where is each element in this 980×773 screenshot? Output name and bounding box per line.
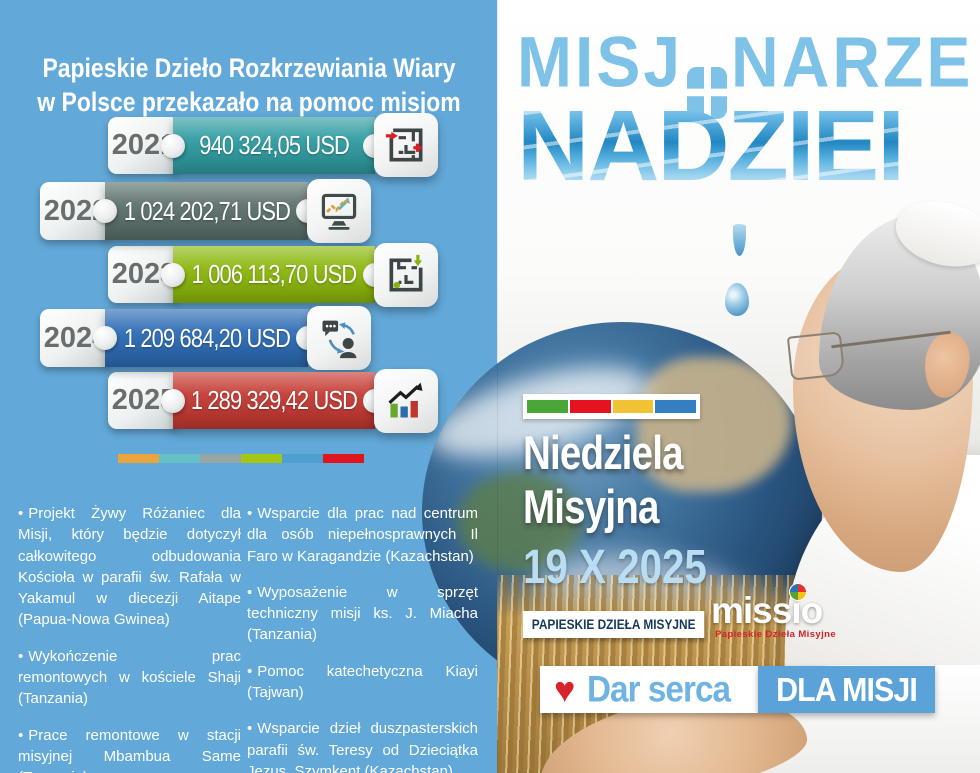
strip-segment	[118, 454, 159, 463]
right-panel: MISJ NARZE NADZIEI Niedziela Misyjna 19 X…	[422, 0, 980, 773]
donate-right-box: DLA MISJI	[758, 666, 935, 713]
icon-tile	[307, 306, 371, 370]
flag-segment	[655, 400, 696, 413]
fold-line	[497, 0, 498, 773]
bullet-icon: •	[247, 505, 253, 522]
maze-entry-icon	[385, 128, 423, 162]
project-item: • Wsparcie dzieł duszpasterskich parafii …	[247, 720, 478, 773]
color-strip	[118, 454, 364, 463]
strip-segment	[282, 454, 323, 463]
sunday-line2: Misyjna	[523, 479, 659, 533]
water-drop-icon	[725, 283, 749, 316]
bullet-icon: •	[247, 583, 253, 601]
date-text: 19 X 2025	[523, 541, 707, 594]
page-title: Papieskie Dzieło Rozkrzewiania Wiary w P…	[37, 52, 460, 120]
water-drip-icon	[733, 224, 746, 256]
icon-tile	[374, 369, 438, 433]
left-panel: Papieskie Dzieło Rozkrzewiania Wiary w P…	[0, 0, 497, 773]
strip-segment	[159, 454, 200, 463]
puzzle-knob-icon	[161, 388, 185, 413]
missio-logo: missio	[711, 583, 823, 629]
project-item: • Prace remontowe w stacji misyjnej Mbamb…	[18, 726, 241, 773]
globe-continent	[637, 357, 792, 492]
icon-tile	[374, 113, 438, 177]
project-item: • Pomoc katechetyczna Kiayi (Tajwan)	[247, 662, 478, 702]
value-label: 1 006 113,70 USD	[191, 259, 357, 289]
icon-tile	[307, 179, 371, 243]
puzzle-knob-icon	[93, 326, 117, 350]
main-title-nadziei: NADZIEI	[517, 90, 903, 202]
page-title-line2: w Polsce przekazało na pomoc misjom	[36, 86, 461, 117]
bullet-icon: •	[18, 726, 24, 744]
donate-left-label: Dar serca	[587, 668, 731, 710]
main-title-misjonarze: MISJ NARZE	[517, 26, 973, 119]
project-item: • Wykończenie prac remontowych w kościele…	[18, 647, 241, 708]
project-item: • Projekt Żywy Różaniec dla Misji, który …	[18, 505, 241, 629]
heart-icon: ♥	[554, 668, 576, 710]
value-label: 1 289 329,42 USD	[190, 385, 358, 415]
missio-subtitle: Papieskie Dzieła Misyjne	[715, 629, 837, 640]
maze-exit-icon	[389, 254, 423, 292]
value-bar: 940 324,05 USD	[161, 117, 387, 174]
flag-segment	[612, 400, 654, 413]
missio-globe-icon	[789, 583, 807, 601]
donate-right-label: DLA MISJI	[776, 670, 918, 708]
page-title-line1: Papieskie Dzieło Rozkrzewiania Wiary	[41, 53, 456, 84]
flag-stripe	[523, 394, 700, 419]
flag-segment	[527, 400, 568, 413]
project-list-right: • Wsparcie dla prac nad centrum dla osób …	[247, 488, 478, 773]
value-bar: 1 006 113,70 USD	[161, 246, 387, 303]
flag-segment	[569, 400, 611, 413]
bullet-icon: •	[18, 647, 24, 665]
pdm-badge: PAPIESKIE DZIEŁA MISYJNE	[523, 611, 705, 638]
value-label: 1 209 684,20 USD	[123, 322, 290, 353]
value-label: 1 024 202,71 USD	[123, 195, 290, 226]
glasses-lens	[786, 331, 846, 381]
value-bar: 1 209 684,20 USD	[93, 309, 320, 367]
value-bar: 1 024 202,71 USD	[93, 182, 320, 240]
strip-segment	[200, 454, 241, 463]
mission-sunday-heading: Niedziela Misyjna	[523, 426, 684, 533]
bullet-icon: •	[247, 662, 253, 680]
monitor-growth-icon	[321, 193, 357, 230]
value-bar: 1 289 329,42 USD	[161, 372, 387, 429]
globe-continent	[457, 472, 582, 572]
bullet-icon: •	[247, 720, 253, 738]
icon-tile	[374, 243, 438, 307]
strip-segment	[241, 454, 282, 463]
puzzle-knob-icon	[93, 199, 117, 223]
chart-growth-icon	[388, 382, 423, 418]
year-tab: 2023	[108, 246, 180, 303]
project-item: • Wsparcie dla prac nad centrum dla osób …	[247, 505, 478, 565]
strip-segment	[323, 454, 364, 463]
puzzle-knob-icon	[161, 262, 185, 287]
project-item: • Wyposażenie w sprzęt techniczny misji k…	[247, 583, 478, 644]
value-label: 940 324,05 USD	[199, 130, 350, 160]
sunday-line1: Niedziela	[523, 426, 684, 479]
person-communication-icon	[322, 320, 357, 359]
main-title-part2: NARZE	[731, 21, 974, 102]
glasses-arm	[831, 330, 951, 349]
main-title-part1: MISJ	[517, 21, 684, 102]
bullet-icon: •	[18, 505, 24, 522]
puzzle-knob-icon	[161, 133, 185, 158]
donate-left-box: ♥ Dar serca	[540, 666, 758, 713]
project-list-left: • Projekt Żywy Różaniec dla Misji, który …	[18, 488, 241, 773]
pope-glasses-photo	[786, 328, 951, 381]
donate-banner: ♥ Dar serca DLA MISJI	[540, 666, 935, 713]
